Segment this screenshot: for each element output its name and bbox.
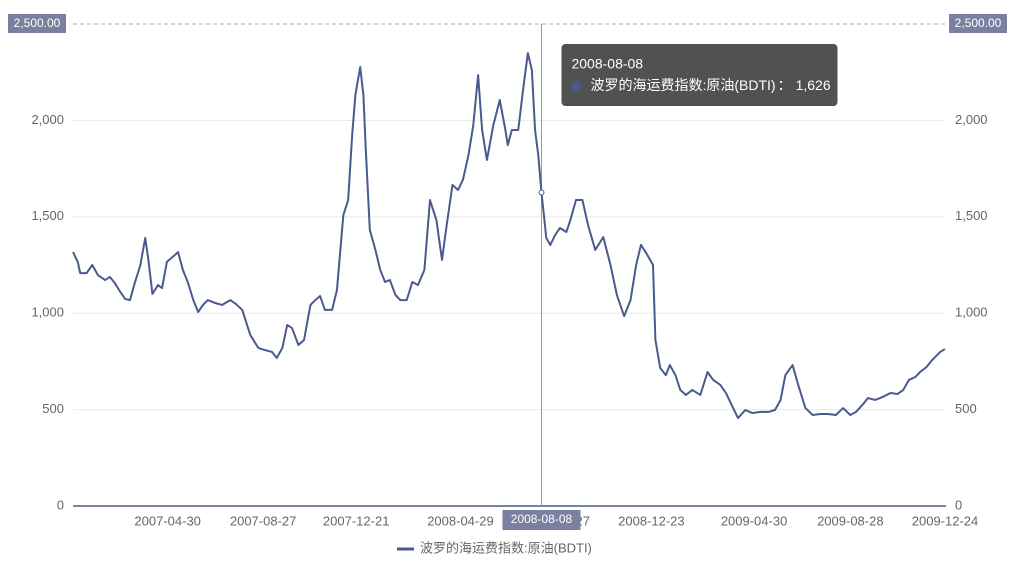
x-tick-label: 2007-12-21 [323, 513, 390, 528]
y-tick-label: 0 [57, 497, 64, 512]
x-tick-label: 2007-04-30 [134, 513, 201, 528]
y-tick-label: 500 [955, 401, 977, 416]
tooltip: 2008-08-08 波罗的海运费指数:原油(BDTI)： 1,626 [561, 44, 838, 106]
tooltip-value: 1,626 [796, 77, 831, 93]
highlight-point [538, 189, 545, 196]
tooltip-marker [571, 81, 582, 91]
tooltip-separator: ： [778, 77, 792, 93]
axis-pointer-box [8, 14, 66, 33]
y-tick-label: 0 [955, 497, 962, 512]
y-tick-label: 500 [42, 401, 64, 416]
x-tick-label: 2009-12-24 [912, 513, 979, 528]
y-tick-label: 1,000 [955, 305, 988, 320]
x-tick-label: 2007-08-27 [230, 513, 297, 528]
tooltip-title: 2008-08-08 [571, 56, 643, 72]
axis-pointer-box [949, 14, 1007, 33]
y-tick-label: 1,500 [31, 208, 64, 223]
tooltip-line: 波罗的海运费指数:原油(BDTI)： 1,626 [590, 77, 830, 93]
x-tick-label: 2009-04-30 [721, 513, 788, 528]
x-tick-label: 2008-12-23 [618, 513, 685, 528]
x-tick-label: 2008-04-29 [427, 513, 494, 528]
axis-pointer-label: 2008-08-08 [511, 512, 573, 526]
legend-label: 波罗的海运费指数:原油(BDTI) [420, 540, 592, 555]
y-tick-label: 2,500.00 [955, 16, 1002, 30]
axis-pointer-box [502, 510, 581, 530]
tooltip-series-name: 波罗的海运费指数:原油(BDTI) [590, 77, 775, 93]
series-line [72, 52, 946, 420]
x-tick-label: 2009-08-28 [817, 513, 884, 528]
y-tick-label: 2,000 [955, 112, 988, 127]
tooltip-box [561, 44, 838, 106]
y-tick-label: 2,000 [31, 112, 64, 127]
y-tick-label: 1,500 [955, 208, 988, 223]
y-tick-label: 1,000 [31, 305, 64, 320]
y-tick-label: 2,500.00 [14, 16, 61, 30]
